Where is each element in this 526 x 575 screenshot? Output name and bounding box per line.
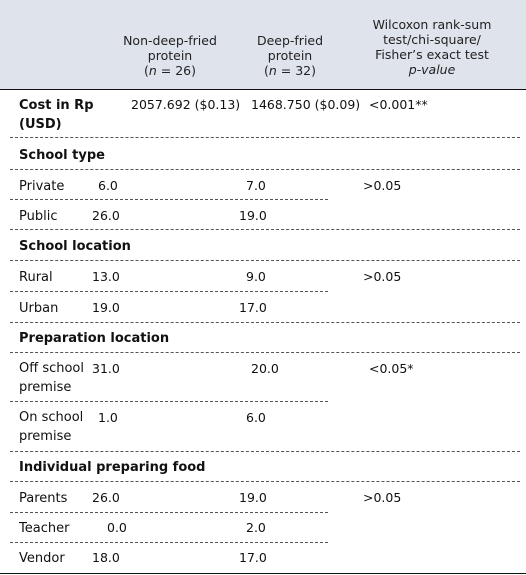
label-text: premise [19, 429, 72, 444]
cell-public-col1: 26.0 [92, 208, 120, 223]
divider [10, 260, 520, 261]
cell-vendor-col2: 17.0 [239, 550, 267, 565]
row-label-urban: Urban [19, 301, 59, 316]
header-text: protein [267, 48, 313, 63]
header-n: (n = 26) [143, 63, 197, 78]
header-test: Wilcoxon rank-sum test/chi-square/ Fishe… [352, 17, 512, 77]
row-label-parents: Parents [19, 491, 68, 506]
cell-off-school-col1: 31.0 [92, 361, 120, 376]
header-deep-fried: Deep-fried protein (n = 32) [240, 33, 340, 78]
header-text: Wilcoxon rank-sum [372, 17, 492, 32]
table-header: Non-deep-fried protein (n = 26) Deep-fri… [0, 0, 526, 90]
cell-rural-p: >0.05 [363, 269, 402, 284]
cell-parents-p: >0.05 [363, 490, 402, 505]
label-text: Cost in Rp [19, 98, 94, 113]
row-label-cost: Cost in Rp (USD) [19, 96, 94, 134]
section-school-type: School type [19, 148, 105, 163]
cell-cost-p: <0.001** [369, 97, 428, 112]
divider [10, 291, 328, 292]
section-individual-preparing-food: Individual preparing food [19, 460, 206, 475]
label-text: On school [19, 410, 84, 425]
divider [10, 352, 520, 353]
header-text: Fisher’s exact test [375, 47, 489, 62]
header-non-deep-fried: Non-deep-fried protein (n = 26) [110, 33, 230, 78]
cell-teacher-col2: 2.0 [246, 520, 266, 535]
divider [10, 542, 328, 543]
row-label-vendor: Vendor [19, 551, 65, 566]
header-text: test/chi-square/ [383, 32, 481, 47]
cell-rural-col1: 13.0 [92, 269, 120, 284]
row-label-private: Private [19, 179, 65, 194]
section-school-location: School location [19, 239, 131, 254]
cell-public-col2: 19.0 [239, 208, 267, 223]
header-pvalue: p-value [408, 62, 456, 77]
label-text: premise [19, 380, 72, 395]
header-text: protein [147, 48, 193, 63]
divider [10, 229, 520, 230]
divider [10, 401, 328, 402]
row-label-on-school: On school premise [19, 408, 83, 446]
header-text: Deep-fried [256, 33, 324, 48]
divider [10, 451, 520, 452]
label-text: (USD) [19, 117, 62, 132]
cell-off-school-p: <0.05* [369, 361, 414, 376]
cell-teacher-col1: 0.0 [107, 520, 127, 535]
cell-cost-col2: 1468.750 ($0.09) [251, 97, 361, 112]
divider [10, 322, 520, 323]
divider [10, 199, 328, 200]
cell-urban-col2: 17.0 [239, 300, 267, 315]
cell-urban-col1: 19.0 [92, 300, 120, 315]
cell-off-school-col2: 20.0 [251, 361, 279, 376]
label-text: Off school [19, 361, 84, 376]
cell-on-school-col1: 1.0 [98, 410, 118, 425]
cell-private-col1: 6.0 [98, 178, 118, 193]
cell-private-p: >0.05 [363, 178, 402, 193]
divider [10, 137, 520, 138]
divider [10, 481, 520, 482]
cell-parents-col2: 19.0 [239, 490, 267, 505]
row-label-teacher: Teacher [19, 521, 70, 536]
divider [10, 512, 328, 513]
row-label-public: Public [19, 209, 58, 224]
section-preparation-location: Preparation location [19, 331, 170, 346]
cell-private-col2: 7.0 [246, 178, 266, 193]
cell-rural-col2: 9.0 [246, 269, 266, 284]
cell-vendor-col1: 18.0 [92, 550, 120, 565]
row-label-rural: Rural [19, 270, 53, 285]
divider [10, 169, 520, 170]
header-n: (n = 32) [263, 63, 317, 78]
cell-parents-col1: 26.0 [92, 490, 120, 505]
table-bottom-rule [0, 573, 526, 574]
cell-cost-col1: 2057.692 ($0.13) [131, 97, 241, 112]
row-label-off-school: Off school premise [19, 359, 84, 397]
cell-on-school-col2: 6.0 [246, 410, 266, 425]
header-text: Non-deep-fried [123, 33, 217, 48]
